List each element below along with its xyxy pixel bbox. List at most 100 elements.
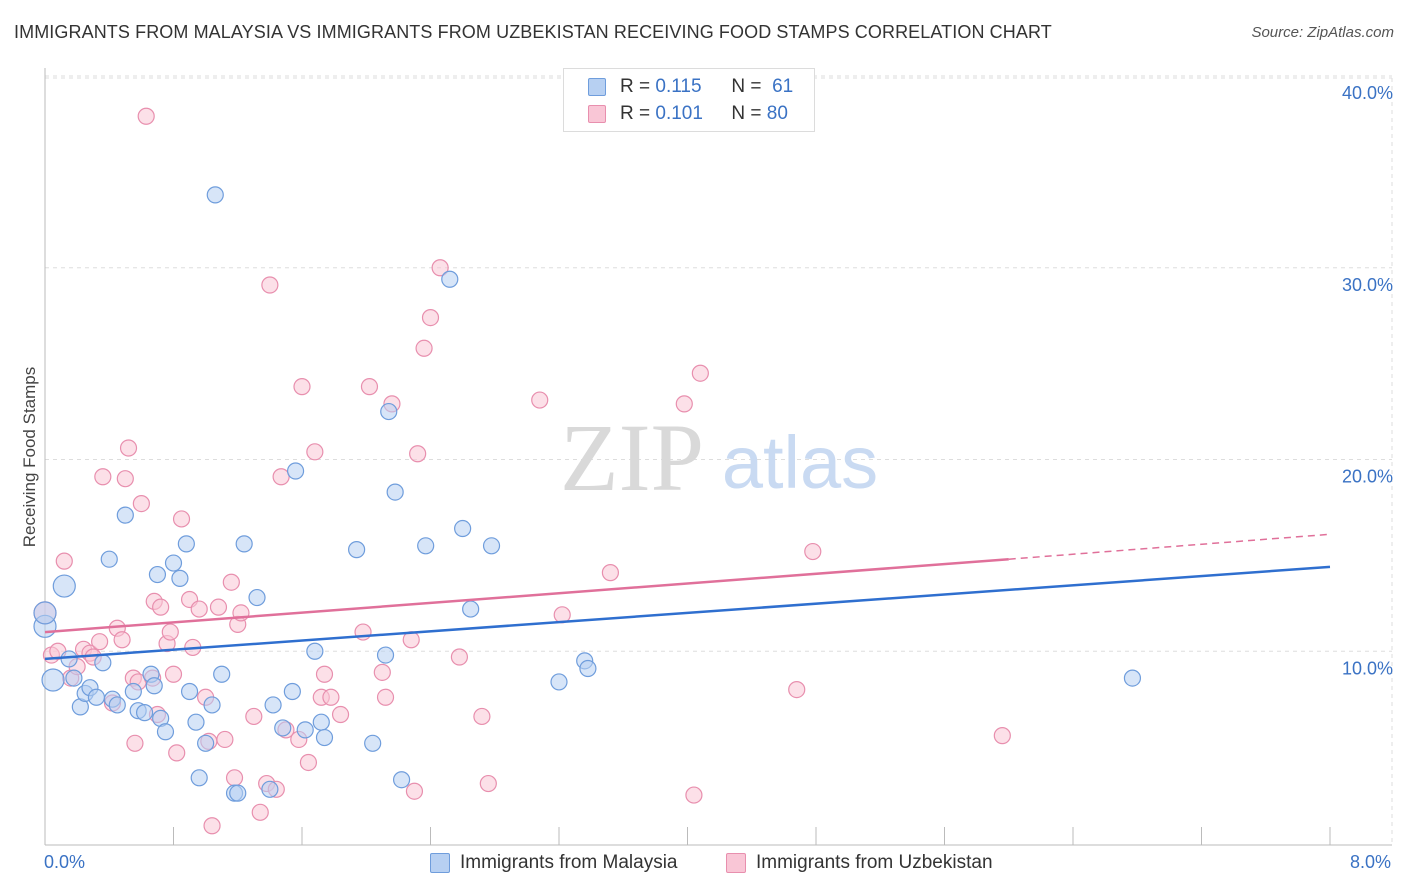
uzbekistan-point — [91, 633, 109, 651]
gridlines — [45, 75, 1393, 845]
uzbekistan-swatch — [726, 853, 746, 873]
uzbekistan-point — [373, 663, 391, 681]
malaysia-point — [100, 550, 118, 568]
malaysia-point — [248, 588, 266, 607]
uzbekistan-point — [675, 395, 693, 413]
malaysia-point — [1123, 669, 1142, 687]
trendlines — [44, 533, 1331, 661]
malaysia-point — [94, 654, 112, 672]
malaysia-point — [213, 665, 231, 683]
uzbekistan-point — [190, 600, 208, 618]
malaysia-point — [286, 462, 305, 480]
malaysia-point — [177, 535, 195, 553]
uzbekistan-point — [137, 107, 155, 125]
uzbekistan-point — [601, 564, 620, 582]
malaysia-point — [124, 682, 142, 701]
malaysia-point — [283, 682, 301, 701]
malaysia-point — [156, 723, 175, 741]
stats-legend: R = 0.115 N = 61 R = 0.101 N = 80 — [563, 68, 815, 132]
uzbekistan-point — [94, 468, 112, 486]
uzbekistan-point — [306, 443, 324, 461]
malaysia-point — [386, 483, 404, 501]
malaysia-point — [203, 696, 221, 714]
uzbekistan-point — [209, 598, 228, 616]
malaysia-point — [171, 569, 189, 587]
malaysia-point — [312, 713, 330, 731]
uzbekistan-point — [431, 259, 449, 277]
malaysia-point — [116, 506, 134, 524]
malaysia-point — [187, 713, 205, 731]
uzbekistan-point — [272, 468, 290, 486]
n-value-uzbekistan: 80 — [766, 103, 788, 124]
watermark-zip: ZIP — [560, 404, 704, 511]
malaysia-point — [261, 780, 279, 798]
malaysia-point — [274, 719, 292, 737]
uzbekistan-point — [126, 734, 144, 752]
legend-row-uzbekistan: R = 0.101 N = 80 — [588, 103, 788, 125]
watermark: ZIP atlas — [560, 404, 878, 511]
uzbekistan-point — [216, 730, 234, 749]
legend-item-malaysia[interactable]: Immigrants from Malaysia — [430, 852, 678, 874]
uzbekistan-point — [376, 688, 395, 706]
uzbekistan-point — [168, 744, 186, 762]
malaysia-point — [579, 659, 597, 678]
axes — [44, 68, 1392, 846]
malaysia-point — [33, 601, 57, 625]
malaysia-point — [417, 537, 435, 555]
malaysia-point — [190, 769, 208, 787]
uzbekistan-point — [531, 391, 549, 409]
uzbekistan-point — [55, 552, 73, 570]
r-value-uzbekistan: 0.101 — [655, 103, 703, 124]
malaysia-point — [65, 669, 83, 687]
legend-row-malaysia: R = 0.115 N = 61 — [588, 76, 793, 98]
n-label: N = — [731, 103, 762, 124]
legend-item-uzbekistan[interactable]: Immigrants from Uzbekistan — [726, 852, 993, 874]
r-value-malaysia: 0.115 — [655, 76, 702, 97]
uzbekistan-point — [409, 445, 427, 463]
malaysia-point — [197, 734, 215, 752]
uzbekistan-point — [152, 598, 170, 616]
uzbekistan-point — [788, 680, 806, 699]
uzbekistan-point — [804, 542, 822, 561]
malaysia-point — [135, 704, 154, 722]
uzbekistan-point — [225, 769, 244, 787]
uzbekistan-point — [405, 782, 424, 800]
malaysia-point — [462, 600, 480, 618]
r-label: R = — [620, 76, 651, 97]
malaysia-point — [206, 186, 224, 204]
legend-label-uzbekistan: Immigrants from Uzbekistan — [756, 852, 993, 873]
uzbekistan-point — [415, 339, 433, 357]
malaysia-point — [482, 537, 501, 555]
uzbekistan-point — [421, 309, 440, 327]
malaysia-point — [41, 668, 65, 692]
malaysia-point — [145, 677, 163, 695]
malaysia-point — [550, 673, 568, 691]
y-tick-label: 20.0% — [1342, 467, 1393, 487]
malaysia-point — [454, 519, 472, 538]
source-label: Source: ZipAtlas.com — [1251, 24, 1394, 41]
x-tick-label-min: 0.0% — [44, 852, 86, 872]
malaysia-point — [148, 565, 167, 584]
uzbekistan-point — [251, 803, 269, 821]
n-label: N = — [731, 76, 762, 97]
malaysia-point — [108, 696, 126, 714]
n-value-malaysia: 61 — [772, 76, 794, 97]
uzbekistan-point — [261, 276, 279, 294]
uzbekistan-point — [685, 786, 703, 804]
uzbekistan-point — [479, 774, 497, 793]
uzbekistan-point — [132, 495, 150, 513]
uzbekistan-point — [993, 727, 1011, 745]
malaysia-point — [164, 554, 183, 572]
uzbekistan-point — [119, 439, 138, 457]
uzbekistan-point — [450, 648, 469, 666]
uzbekistan-swatch — [588, 105, 606, 123]
uzbekistan-point — [203, 817, 221, 835]
malaysia-points — [33, 186, 1142, 802]
uzbekistan-point — [322, 688, 340, 706]
malaysia-swatch — [430, 853, 450, 873]
y-tick-label: 10.0% — [1342, 658, 1393, 678]
uzbekistan-point — [113, 631, 131, 649]
uzbekistan-point — [245, 707, 263, 726]
uzbekistan-point — [315, 665, 334, 683]
